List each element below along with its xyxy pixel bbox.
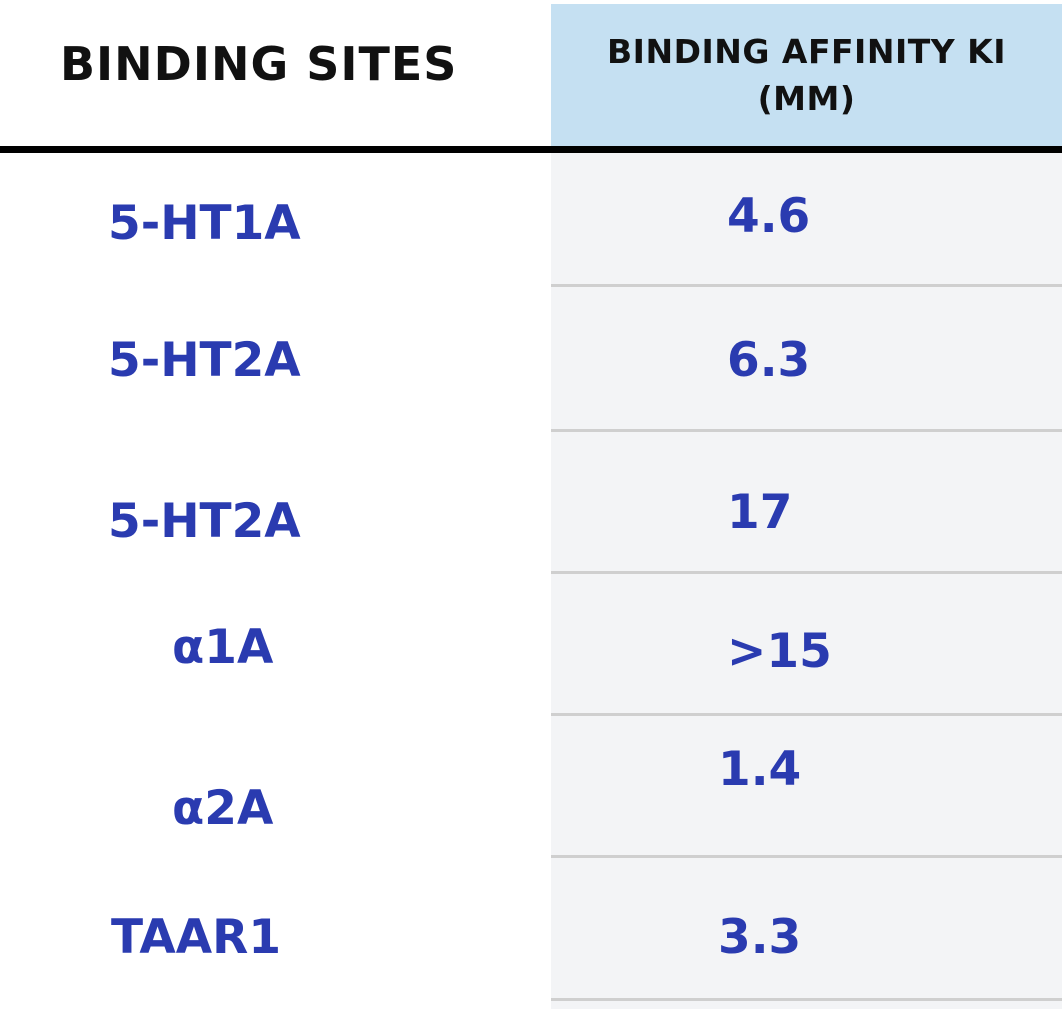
affinity-column-background — [551, 150, 1062, 1009]
header-rule — [0, 146, 1062, 153]
header-binding-sites: BINDING SITES — [60, 37, 458, 91]
row-divider — [551, 713, 1062, 716]
header-binding-affinity: BINDING AFFINITY KI (MM) — [551, 28, 1062, 122]
row-divider — [551, 284, 1062, 287]
binding-site-cell: α2A — [172, 781, 274, 836]
affinity-header-background — [551, 4, 1062, 146]
row-divider — [551, 429, 1062, 432]
affinity-value-cell: >15 — [727, 624, 832, 679]
row-divider — [551, 998, 1062, 1001]
affinity-value-cell: 3.3 — [718, 910, 802, 965]
binding-site-cell: 5-HT2A — [108, 494, 301, 549]
binding-site-cell: α1A — [172, 620, 274, 675]
affinity-value-cell: 17 — [727, 485, 793, 540]
affinity-value-cell: 1.4 — [718, 742, 802, 797]
binding-site-cell: 5-HT2A — [108, 333, 301, 388]
binding-site-cell: 5-HT1A — [108, 196, 301, 251]
header-affinity-unit: (MM) — [757, 79, 856, 118]
affinity-value-cell: 6.3 — [727, 333, 811, 388]
row-divider — [551, 855, 1062, 858]
header-affinity-line1: BINDING AFFINITY KI — [607, 32, 1006, 71]
binding-site-cell: TAAR1 — [111, 910, 282, 965]
affinity-value-cell: 4.6 — [727, 189, 811, 244]
row-divider — [551, 571, 1062, 574]
